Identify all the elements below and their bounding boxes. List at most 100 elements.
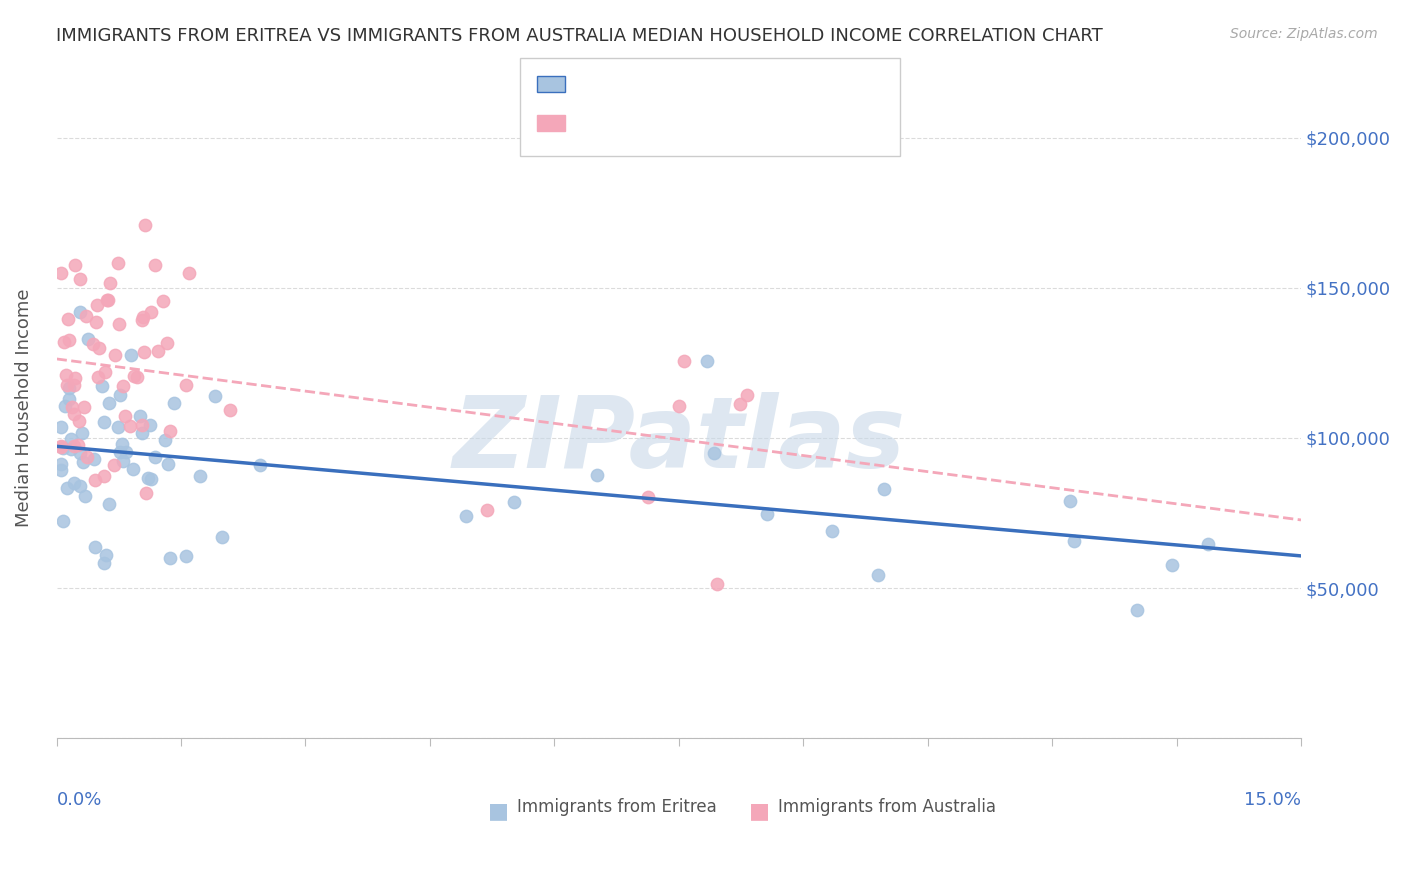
- Point: [159, 550, 181, 565]
- Point: [706, 577, 728, 591]
- Point: [58, 381, 80, 395]
- Point: [204, 388, 226, 402]
- Point: [110, 445, 132, 459]
- Point: [821, 524, 844, 538]
- Point: [107, 255, 129, 269]
- Point: [174, 549, 197, 564]
- Point: [108, 388, 131, 402]
- Point: [72, 455, 94, 469]
- Text: IMMIGRANTS FROM ERITREA VS IMMIGRANTS FROM AUSTRALIA MEDIAN HOUSEHOLD INCOME COR: IMMIGRANTS FROM ERITREA VS IMMIGRANTS FR…: [56, 27, 1102, 45]
- Point: [163, 395, 186, 409]
- Text: ZIPatlas: ZIPatlas: [453, 392, 905, 490]
- Text: ■: ■: [488, 801, 509, 821]
- Point: [67, 414, 90, 428]
- Point: [112, 454, 135, 468]
- Text: 64: 64: [692, 75, 714, 93]
- Point: [103, 348, 125, 362]
- Point: [97, 497, 120, 511]
- Point: [49, 266, 72, 280]
- Point: [49, 420, 72, 434]
- Point: [159, 424, 181, 438]
- Point: [84, 540, 107, 554]
- Point: [98, 276, 121, 290]
- Point: [156, 336, 179, 351]
- Point: [52, 335, 75, 350]
- Point: [62, 377, 84, 392]
- Point: [128, 409, 150, 424]
- Point: [56, 377, 79, 392]
- Point: [115, 444, 138, 458]
- Point: [131, 417, 153, 432]
- Point: [152, 293, 174, 308]
- Text: 15.0%: 15.0%: [1244, 791, 1301, 809]
- Point: [211, 531, 233, 545]
- Point: [136, 470, 159, 484]
- Point: [82, 337, 104, 351]
- Point: [55, 368, 77, 383]
- Point: [131, 425, 153, 440]
- Point: [1160, 558, 1182, 572]
- Point: [735, 388, 758, 402]
- Point: [703, 446, 725, 460]
- Point: [454, 509, 477, 524]
- Point: [63, 439, 86, 453]
- Point: [188, 468, 211, 483]
- Point: [49, 440, 72, 454]
- Text: R =: R =: [571, 114, 607, 132]
- Point: [97, 293, 120, 307]
- Point: [83, 473, 105, 487]
- Point: [56, 312, 79, 326]
- Point: [93, 416, 115, 430]
- Point: [868, 567, 890, 582]
- Point: [52, 514, 75, 528]
- Point: [93, 365, 115, 379]
- Point: [502, 495, 524, 509]
- Point: [91, 379, 114, 393]
- Text: N =: N =: [664, 75, 700, 93]
- Point: [249, 458, 271, 473]
- Point: [177, 266, 200, 280]
- Point: [141, 305, 163, 319]
- Point: [93, 469, 115, 483]
- Point: [63, 370, 86, 384]
- Point: [120, 419, 142, 434]
- Point: [69, 446, 91, 460]
- Point: [67, 438, 90, 452]
- Point: [114, 409, 136, 424]
- Point: [127, 369, 149, 384]
- Point: [111, 436, 134, 450]
- Point: [60, 432, 83, 446]
- Point: [668, 399, 690, 413]
- Point: [63, 258, 86, 272]
- Text: Immigrants from Eritrea: Immigrants from Eritrea: [517, 797, 717, 815]
- Point: [69, 272, 91, 286]
- Point: [143, 450, 166, 464]
- Point: [75, 489, 97, 503]
- Point: [134, 345, 156, 359]
- Point: [756, 507, 779, 521]
- Point: [122, 462, 145, 476]
- Point: [153, 433, 176, 447]
- Point: [98, 396, 121, 410]
- Point: [70, 425, 93, 440]
- Point: [62, 400, 84, 414]
- Point: [156, 457, 179, 471]
- Point: [141, 472, 163, 486]
- Point: [75, 309, 97, 323]
- Point: [131, 313, 153, 327]
- Point: [103, 458, 125, 473]
- Point: [146, 343, 169, 358]
- Point: [63, 407, 86, 421]
- Point: [94, 548, 117, 562]
- Point: [83, 451, 105, 466]
- Point: [586, 468, 609, 483]
- Point: [87, 341, 110, 355]
- Point: [475, 503, 498, 517]
- Point: [93, 556, 115, 570]
- Point: [87, 370, 110, 384]
- Point: [62, 475, 84, 490]
- Point: [107, 420, 129, 434]
- Point: [120, 348, 142, 362]
- Point: [58, 392, 80, 406]
- Point: [52, 441, 75, 455]
